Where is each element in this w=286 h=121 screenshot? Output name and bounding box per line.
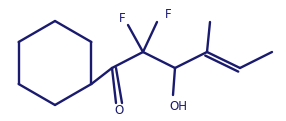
Text: O: O xyxy=(114,103,124,117)
Text: F: F xyxy=(165,8,171,20)
Text: F: F xyxy=(119,12,125,26)
Text: OH: OH xyxy=(169,99,187,113)
